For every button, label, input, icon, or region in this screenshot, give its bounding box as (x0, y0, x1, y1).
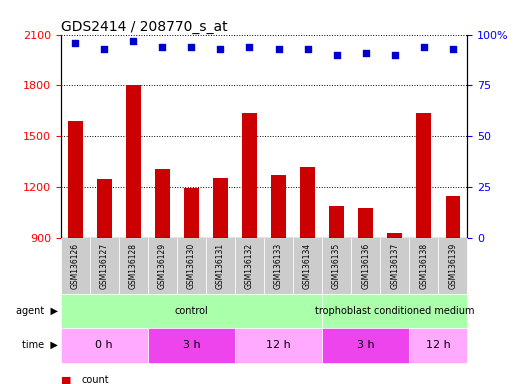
Point (158, 44, 167, 50)
Bar (300, 167, 315, 238)
Text: 0 h: 0 h (96, 340, 113, 350)
Point (361, 50, 370, 56)
Point (333, 52, 341, 58)
Bar (359, 207, 373, 238)
Text: GSM136128: GSM136128 (129, 243, 138, 289)
Bar (184, 188, 199, 238)
Text: GSM136129: GSM136129 (158, 243, 167, 289)
Point (303, 46, 312, 52)
Point (216, 46, 225, 52)
Bar (213, 178, 228, 238)
Text: control: control (175, 306, 208, 316)
Text: GSM136132: GSM136132 (245, 243, 254, 289)
Bar (97, 179, 111, 238)
Point (275, 46, 283, 52)
Text: trophoblast conditioned medium: trophoblast conditioned medium (315, 306, 475, 316)
Point (100, 46, 109, 52)
Text: GSM136138: GSM136138 (419, 243, 428, 289)
Point (391, 52, 399, 58)
Text: 3 h: 3 h (357, 340, 374, 350)
Text: count: count (82, 375, 109, 384)
Text: GSM136136: GSM136136 (361, 243, 370, 289)
Text: GSM136133: GSM136133 (274, 243, 283, 289)
Text: ■: ■ (61, 375, 71, 384)
Text: 3 h: 3 h (183, 340, 200, 350)
Text: GSM136139: GSM136139 (448, 243, 457, 289)
Text: 12 h: 12 h (266, 340, 291, 350)
Point (420, 44, 428, 50)
Text: GSM136134: GSM136134 (303, 243, 312, 289)
Bar (155, 169, 169, 238)
Bar (329, 206, 344, 238)
Bar (126, 86, 140, 238)
Bar (446, 196, 460, 238)
Point (449, 46, 457, 52)
Text: GSM136131: GSM136131 (216, 243, 225, 289)
Bar (417, 113, 431, 238)
Text: agent  ▶: agent ▶ (16, 306, 58, 316)
Text: GSM136126: GSM136126 (71, 243, 80, 289)
Point (187, 44, 196, 50)
Text: time  ▶: time ▶ (22, 340, 58, 350)
Bar (68, 121, 82, 238)
Point (245, 44, 254, 50)
Text: 12 h: 12 h (426, 340, 450, 350)
Text: GDS2414 / 208770_s_at: GDS2414 / 208770_s_at (61, 20, 228, 33)
Point (129, 38, 138, 44)
Bar (388, 233, 402, 238)
Text: GSM136130: GSM136130 (187, 243, 196, 289)
Text: GSM136137: GSM136137 (390, 243, 399, 289)
Bar (242, 113, 257, 238)
Bar (271, 175, 286, 238)
Point (71, 40, 80, 46)
Text: GSM136135: GSM136135 (332, 243, 341, 289)
Text: GSM136127: GSM136127 (100, 243, 109, 289)
